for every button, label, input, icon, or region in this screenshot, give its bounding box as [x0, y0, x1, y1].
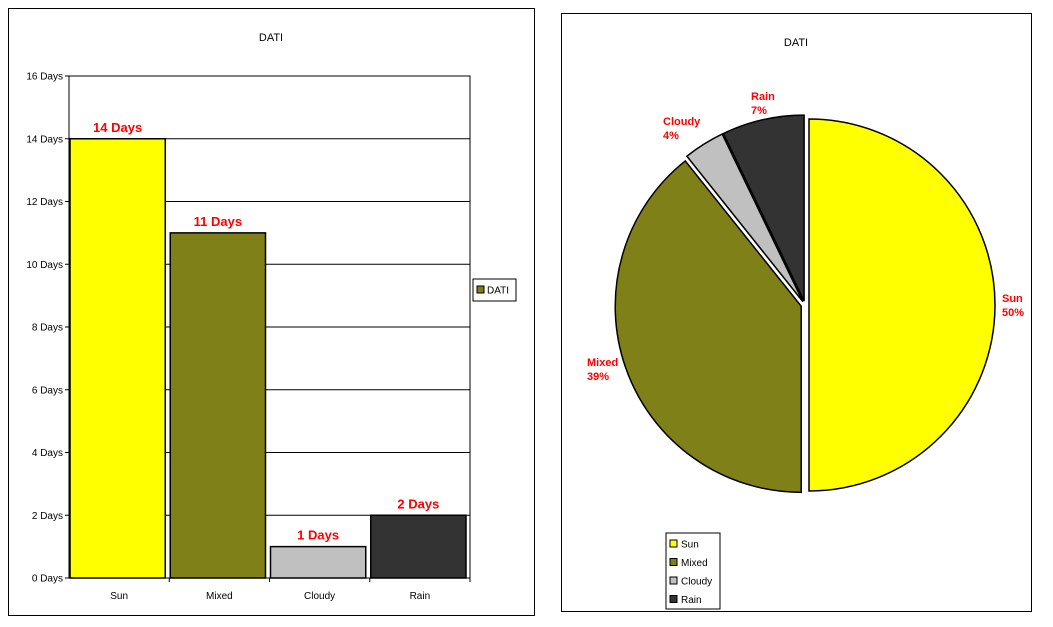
pie-chart-panel: DATI Sun 50% Mixed 39% Cloudy 4% Rain 7% Sun Mixed…	[561, 13, 1032, 612]
legend-label: Mixed	[681, 558, 708, 569]
legend-swatch	[476, 285, 485, 294]
y-tick-label: 14 Days	[26, 134, 63, 145]
pie-label-category: Mixed	[587, 357, 618, 369]
pie-slice	[685, 133, 804, 303]
bar	[269, 545, 367, 579]
pie-slice	[808, 118, 996, 492]
bar	[370, 514, 467, 579]
y-tick-label: 16 Days	[26, 72, 63, 83]
y-tick-label: 12 Days	[26, 197, 63, 208]
bar-data-label: 1 Days	[297, 528, 339, 543]
legend-label: Rain	[681, 595, 702, 606]
pie-data-label: Cloudy 4%	[663, 116, 701, 142]
chart-title: DATI	[784, 37, 808, 49]
pie-data-label: Rain 7%	[751, 91, 775, 117]
bar-data-label: 14 Days	[93, 120, 142, 135]
y-tick-label: 2 Days	[32, 511, 63, 522]
x-tick-label: Rain	[410, 591, 431, 602]
pie-label-category: Sun	[1002, 293, 1023, 305]
x-tick-label: Cloudy	[304, 591, 335, 602]
pie-label-percent: 4%	[663, 130, 679, 142]
legend-swatch	[669, 576, 678, 585]
pie-label-percent: 39%	[587, 371, 609, 383]
y-tick-label: 8 Days	[32, 323, 63, 334]
bar-data-label: 2 Days	[397, 496, 439, 511]
legend-label: Cloudy	[681, 577, 712, 588]
bar	[169, 232, 267, 579]
legend-label: DATI	[487, 286, 509, 297]
pie-data-label: Sun 50%	[1002, 293, 1024, 319]
pie-label-category: Cloudy	[663, 116, 701, 128]
pie-slice	[722, 114, 805, 302]
bar-chart: DATI 0 Days 2 Days 4 Days 6 Days 8 Days 10 Day…	[26, 32, 517, 602]
x-tick-label: Sun	[110, 591, 128, 602]
bar-chart-panel: DATI 0 Days 2 Days 4 Days 6 Days 8 Days 10 Day…	[8, 8, 535, 616]
legend-swatch	[669, 595, 678, 603]
y-tick-label: 10 Days	[26, 260, 63, 271]
y-tick-label: 6 Days	[32, 385, 63, 396]
legend: DATI	[472, 278, 517, 302]
chart-title: DATI	[259, 32, 283, 44]
pie-data-label: Mixed 39%	[587, 357, 618, 383]
bar	[69, 138, 166, 579]
pie-label-percent: 50%	[1002, 307, 1024, 319]
y-tick-label: 0 Days	[32, 574, 63, 585]
y-tick-label: 4 Days	[32, 448, 63, 459]
x-tick-label: Mixed	[206, 591, 233, 602]
legend: Sun Mixed Cloudy Rain	[665, 532, 721, 610]
pie-chart: DATI Sun 50% Mixed 39% Cloudy 4% Rain 7% Sun Mixed…	[587, 37, 1024, 610]
legend-box	[472, 278, 517, 302]
bar-data-label: 11 Days	[194, 214, 242, 229]
legend-swatch	[669, 558, 678, 566]
pie-label-category: Rain	[751, 91, 775, 103]
legend-swatch	[669, 539, 678, 548]
pie-slice	[614, 159, 802, 494]
legend-label: Sun	[681, 540, 699, 551]
pie-label-percent: 7%	[751, 105, 767, 117]
